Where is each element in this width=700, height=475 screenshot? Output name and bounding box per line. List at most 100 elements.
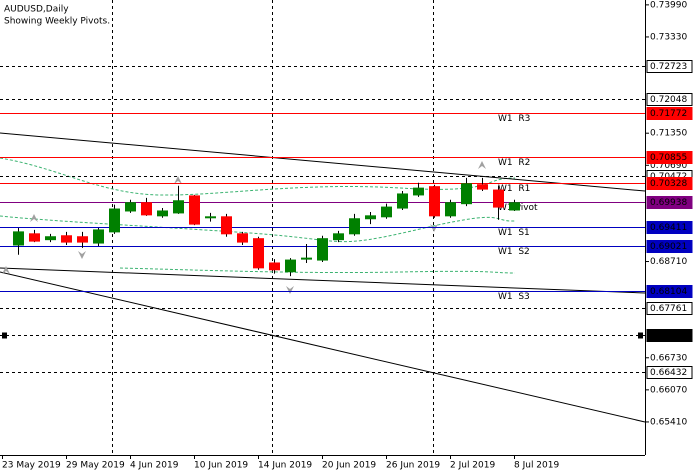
x-tick-label: 23 May 2019 [2, 461, 61, 471]
candle-body [77, 236, 88, 243]
candle-body [333, 233, 344, 241]
trendline [0, 267, 646, 294]
level-box [646, 60, 693, 73]
level-marker [638, 332, 643, 339]
candle-body [93, 229, 104, 244]
x-tick-label: 26 Jun 2019 [386, 461, 440, 471]
candle-body [13, 231, 24, 246]
fractal-up [478, 161, 486, 169]
level-value: 0.67193 [650, 331, 687, 341]
y-tick-label: 0.73330 [650, 32, 687, 42]
trendline [0, 132, 646, 192]
y-tick-label: 0.68710 [650, 257, 687, 267]
candle-body [253, 238, 264, 269]
level-box [646, 221, 693, 234]
level-value: 0.69411 [650, 223, 687, 233]
candle-body [109, 208, 120, 233]
fractal-up [30, 214, 38, 222]
level-name: W1 R3 [498, 114, 530, 124]
level-value: 0.69938 [650, 198, 687, 208]
level-value: 0.70855 [650, 153, 687, 163]
level-value: 0.72723 [650, 62, 687, 72]
candle-body [397, 193, 408, 209]
candle-body [445, 202, 456, 217]
fractal-down [78, 251, 86, 259]
y-tick-label: 0.65410 [650, 417, 687, 427]
level-name: W1 R2 [498, 158, 530, 168]
candle-body [45, 236, 56, 241]
candle-body [205, 216, 216, 219]
candle-body [493, 189, 504, 208]
level-box [646, 329, 693, 342]
candle-body [509, 202, 520, 211]
candle-body [477, 184, 488, 190]
candle-body [413, 187, 424, 196]
level-marker [2, 332, 7, 339]
chart-subtitle: Showing Weekly Pivots. [4, 17, 110, 27]
level-box [646, 302, 693, 315]
candle-body [429, 186, 440, 217]
level-box [646, 107, 693, 120]
envelope-lower [119, 267, 516, 274]
level-box [646, 151, 693, 164]
x-tick-label: 10 Jun 2019 [194, 461, 248, 471]
level-box [646, 196, 693, 209]
level-name: W1 S2 [498, 247, 530, 257]
fractal-up [174, 176, 182, 184]
fractal-down [286, 286, 294, 294]
level-value: 0.67761 [650, 304, 687, 314]
level-value: 0.72048 [650, 95, 687, 105]
candle-body [381, 206, 392, 218]
candle-body [141, 202, 152, 216]
x-tick-label: 20 Jun 2019 [322, 461, 376, 471]
candles [13, 177, 520, 277]
x-tick-label: 4 Jun 2019 [130, 461, 179, 471]
level-box [646, 93, 693, 106]
candle-body [349, 218, 360, 235]
chart-title: AUDUSD,Daily [4, 5, 69, 15]
x-tick-label: 29 May 2019 [66, 461, 125, 471]
y-tick-label: 0.66070 [650, 385, 687, 395]
y-tick-label: 0.71350 [650, 129, 687, 139]
envelope-middle [0, 215, 516, 243]
level-value: 0.68104 [650, 287, 687, 297]
candle-body [269, 262, 280, 271]
candle-body [317, 238, 328, 261]
level-name: W1 S3 [498, 292, 530, 302]
level-name: W1 R1 [498, 184, 530, 194]
level-name: W1 S1 [498, 228, 530, 238]
grid [112, 0, 434, 455]
y-tick-label: 0.70690 [650, 161, 687, 171]
candle-body [29, 233, 40, 242]
level-value: 0.66432 [650, 368, 687, 378]
fractal-up [2, 266, 10, 274]
level-box [646, 285, 693, 298]
x-tick-label: 2 Jul 2019 [450, 461, 495, 471]
candle-body [221, 216, 232, 235]
envelope [0, 157, 516, 274]
candle-body [157, 210, 168, 217]
level-value: 0.69021 [650, 242, 687, 252]
candle-body [237, 233, 248, 243]
candle-body [61, 235, 72, 243]
level-box [646, 366, 693, 379]
candle-body [125, 202, 136, 212]
level-box [646, 177, 693, 190]
x-tick-label: 14 Jun 2019 [258, 461, 312, 471]
level-value: 0.70328 [650, 179, 687, 189]
y-tick-label: 0.66730 [650, 353, 687, 363]
candle-body [461, 183, 472, 205]
candle-body [285, 259, 296, 273]
candle-body [189, 195, 200, 225]
candle-body [173, 200, 184, 214]
level-box [646, 240, 693, 253]
y-tick-label: 0.73990 [650, 0, 687, 10]
y-axis: 0.73990 0.73330 0.71350 0.70690 0.68710 0.667… [645, 0, 693, 427]
trendline [0, 271, 646, 423]
candle-body [301, 257, 312, 260]
candle-body [365, 215, 376, 220]
level-value: 0.71772 [650, 109, 687, 119]
